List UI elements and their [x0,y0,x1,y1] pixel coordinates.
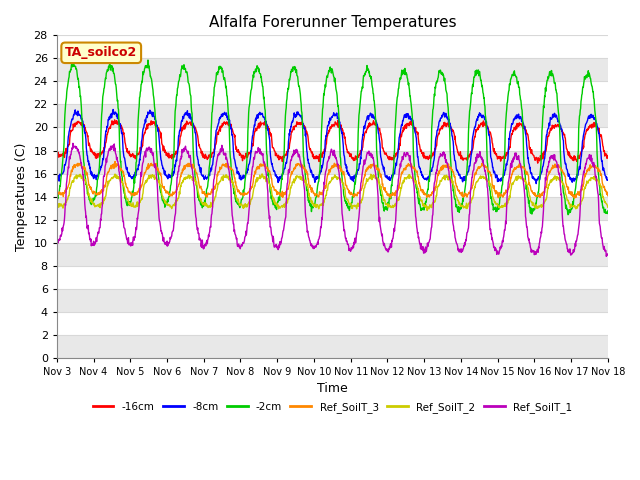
-16cm [176,140,184,145]
-16cm [53,149,61,155]
-2cm [490,206,498,212]
Ref_SoilT_3 [111,158,119,164]
Bar [57,105,608,128]
Line: Ref_SoilT_2: Ref_SoilT_2 [57,174,608,210]
Ref_SoilT_3 [571,195,579,201]
Ref_SoilT_1 [53,240,61,246]
Ref_SoilT_3 [604,193,612,199]
-16cm [604,153,612,159]
Text: TA_soilco2: TA_soilco2 [65,46,138,60]
Bar [57,151,608,174]
Legend: -16cm, -8cm, -2cm, Ref_SoilT_3, Ref_SoilT_2, Ref_SoilT_1: -16cm, -8cm, -2cm, Ref_SoilT_3, Ref_Soil… [88,398,576,417]
Line: Ref_SoilT_1: Ref_SoilT_1 [57,144,608,256]
-8cm [532,181,540,187]
Ref_SoilT_2 [419,198,426,204]
Ref_SoilT_3 [176,179,184,184]
Ref_SoilT_3 [419,188,426,194]
-16cm [237,155,245,160]
Line: -2cm: -2cm [57,60,608,215]
-8cm [53,173,61,179]
-2cm [176,72,184,78]
Ref_SoilT_3 [490,183,498,189]
-2cm [419,206,426,212]
-2cm [604,208,612,214]
X-axis label: Time: Time [317,383,348,396]
Ref_SoilT_3 [539,190,547,195]
Ref_SoilT_2 [604,204,612,210]
Bar [57,243,608,266]
Ref_SoilT_2 [423,207,431,213]
-8cm [163,172,170,178]
Ref_SoilT_1 [237,242,245,248]
-8cm [237,175,245,181]
Line: -16cm: -16cm [57,120,608,163]
Ref_SoilT_2 [162,201,170,206]
Bar [57,335,608,358]
Bar [57,197,608,220]
-8cm [419,173,426,179]
-2cm [163,199,170,204]
Ref_SoilT_2 [237,201,245,207]
-16cm [490,146,498,152]
Ref_SoilT_2 [175,189,183,194]
Ref_SoilT_1 [490,245,498,251]
Ref_SoilT_3 [163,190,170,196]
Ref_SoilT_2 [491,200,499,205]
Title: Alfalfa Forerunner Temperatures: Alfalfa Forerunner Temperatures [209,15,456,30]
Ref_SoilT_1 [604,251,612,257]
-2cm [539,115,547,120]
-8cm [176,128,184,133]
Ref_SoilT_1 [69,141,77,146]
Ref_SoilT_1 [176,162,184,168]
-2cm [237,196,245,202]
-16cm [163,153,170,158]
Bar [57,59,608,82]
Ref_SoilT_2 [258,171,266,177]
Ref_SoilT_2 [540,202,547,208]
-8cm [109,107,117,112]
Y-axis label: Temperatures (C): Temperatures (C) [15,143,28,251]
Bar [57,289,608,312]
-2cm [144,57,152,63]
-8cm [540,163,547,169]
Line: Ref_SoilT_3: Ref_SoilT_3 [57,161,608,198]
-16cm [419,150,426,156]
Ref_SoilT_1 [163,239,170,245]
Ref_SoilT_3 [237,191,245,196]
-2cm [564,212,572,217]
Ref_SoilT_1 [602,253,610,259]
-8cm [490,168,498,174]
-8cm [604,177,612,183]
Ref_SoilT_1 [539,218,547,224]
Ref_SoilT_1 [419,245,426,251]
Ref_SoilT_3 [53,189,61,194]
-16cm [540,156,547,161]
Ref_SoilT_2 [53,200,61,205]
-16cm [534,160,541,166]
-2cm [53,199,61,204]
-16cm [111,117,118,123]
Line: -8cm: -8cm [57,109,608,184]
